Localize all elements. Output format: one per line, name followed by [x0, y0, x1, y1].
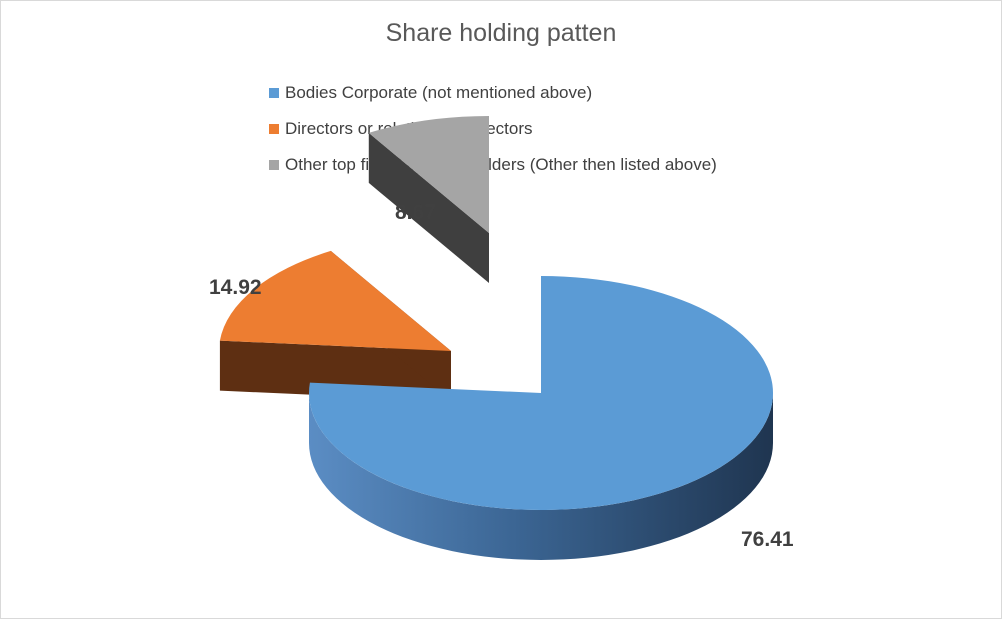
pie-cut-other-shareholders-0 — [368, 132, 489, 283]
legend-item-bodies-corporate: Bodies Corporate (not mentioned above) — [269, 75, 717, 111]
chart-title: Share holding patten — [385, 19, 617, 47]
pie-slice-other-shareholders — [368, 116, 489, 233]
legend-swatch-directors — [269, 124, 279, 134]
legend-swatch-other-shareholders — [269, 160, 279, 170]
legend-label-bodies-corporate: Bodies Corporate (not mentioned above) — [285, 83, 593, 102]
pie-slice-directors — [219, 250, 451, 351]
pie-cut-directors-0 — [219, 340, 451, 401]
data-label-directors: 14.92 — [209, 276, 262, 299]
data-label-bodies-corporate: 76.41 — [741, 528, 794, 551]
legend-swatch-bodies-corporate — [269, 88, 279, 98]
data-label-other-shareholders: 8.67 — [395, 201, 436, 224]
pie-side-bodies-corporate — [309, 393, 773, 560]
pie-slice-bodies-corporate — [309, 276, 773, 511]
